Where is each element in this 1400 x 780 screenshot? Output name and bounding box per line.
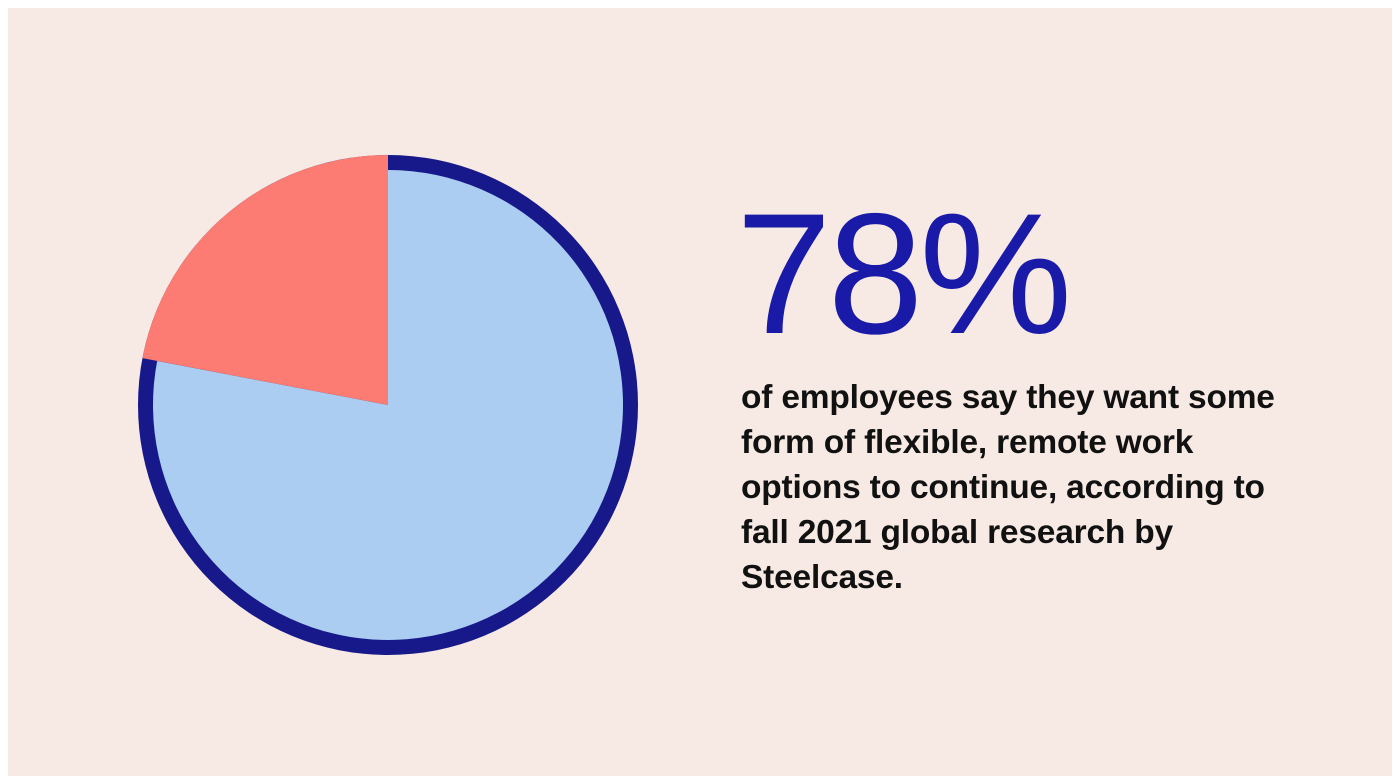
headline-percentage: 78% (736, 178, 1072, 370)
pie-slice-minority (142, 155, 388, 405)
pie-chart-svg (138, 155, 638, 655)
stat-description: of employees say they want some form of … (741, 379, 1275, 596)
infographic-panel: 78% of employees say they want some form… (8, 8, 1392, 776)
pie-chart (130, 147, 646, 663)
